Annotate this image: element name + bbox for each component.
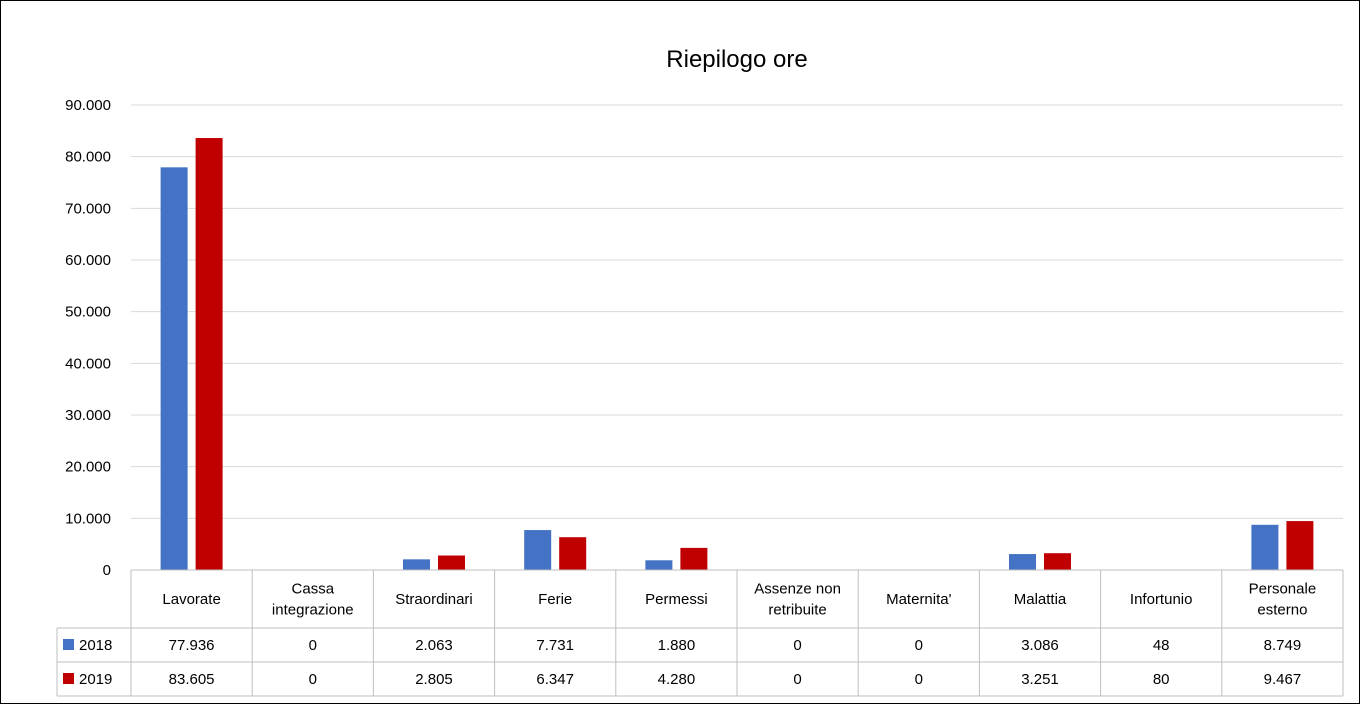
table-cell: 80: [1153, 671, 1170, 688]
table-cell: 9.467: [1264, 671, 1302, 688]
data-table: Lavorate Cassa integrazione Straordinari Fer…: [57, 570, 1343, 696]
bar-2019-0: [196, 138, 223, 570]
y-tick-label: 70.000: [65, 200, 111, 217]
category-label: Permessi: [645, 591, 708, 608]
bar-2019-3: [559, 537, 586, 570]
y-axis-ticks: 0 10.000 20.000 30.000 40.000 50.000 60.000 70.…: [65, 97, 111, 579]
bar-2019-7: [1044, 553, 1071, 570]
category-label: Personale: [1249, 581, 1317, 598]
category-label: Cassa: [292, 581, 335, 598]
bar-2018-4: [645, 560, 672, 570]
bar-2018-2: [403, 559, 430, 570]
table-cell: 0: [309, 637, 317, 654]
table-cell: 7.731: [536, 637, 574, 654]
table-cell: 8.749: [1264, 637, 1302, 654]
bar-2019-4: [680, 548, 707, 570]
y-tick-label: 50.000: [65, 304, 111, 321]
table-cell: 48: [1153, 637, 1170, 654]
legend-label-2019: 2019: [79, 671, 112, 688]
category-label: Maternita': [886, 591, 952, 608]
bar-2018-7: [1009, 554, 1036, 570]
y-tick-label: 20.000: [65, 459, 111, 476]
y-tick-label: 60.000: [65, 252, 111, 269]
legend-key-2019: [63, 673, 74, 684]
bar-2019-2: [438, 556, 465, 570]
category-label: retribuite: [768, 602, 826, 619]
category-label: Lavorate: [162, 591, 220, 608]
category-label: esterno: [1257, 602, 1307, 619]
legend-key-2018: [63, 639, 74, 650]
y-tick-label: 0: [103, 562, 111, 579]
table-cell: 6.347: [536, 671, 574, 688]
table-cell: 2.063: [415, 637, 453, 654]
legend-label-2018: 2018: [79, 637, 112, 654]
table-cell: 2.805: [415, 671, 453, 688]
category-label: Straordinari: [395, 591, 473, 608]
gridlines: [131, 105, 1343, 570]
bar-2018-0: [161, 167, 188, 570]
table-cell: 3.251: [1021, 671, 1059, 688]
table-cell: 0: [915, 637, 923, 654]
category-label: Malattia: [1014, 591, 1067, 608]
category-label: integrazione: [272, 602, 354, 619]
bars: [161, 138, 1314, 570]
table-cell: 0: [793, 671, 801, 688]
y-tick-label: 90.000: [65, 97, 111, 114]
y-tick-label: 10.000: [65, 510, 111, 527]
table-cell: 1.880: [658, 637, 696, 654]
category-label: Ferie: [538, 591, 572, 608]
category-label: Infortunio: [1130, 591, 1193, 608]
y-tick-label: 30.000: [65, 407, 111, 424]
bar-2019-9: [1286, 521, 1313, 570]
table-cell: 4.280: [658, 671, 696, 688]
y-tick-label: 40.000: [65, 355, 111, 372]
category-label: Assenze non: [754, 581, 841, 598]
table-cell: 0: [309, 671, 317, 688]
table-cell: 0: [793, 637, 801, 654]
table-cell: 0: [915, 671, 923, 688]
table-cell: 83.605: [169, 671, 215, 688]
bar-2018-9: [1251, 525, 1278, 570]
chart-title: Riepilogo ore: [666, 46, 807, 73]
table-cell: 3.086: [1021, 637, 1059, 654]
bar-2018-3: [524, 530, 551, 570]
y-tick-label: 80.000: [65, 149, 111, 166]
table-cell: 77.936: [169, 637, 215, 654]
